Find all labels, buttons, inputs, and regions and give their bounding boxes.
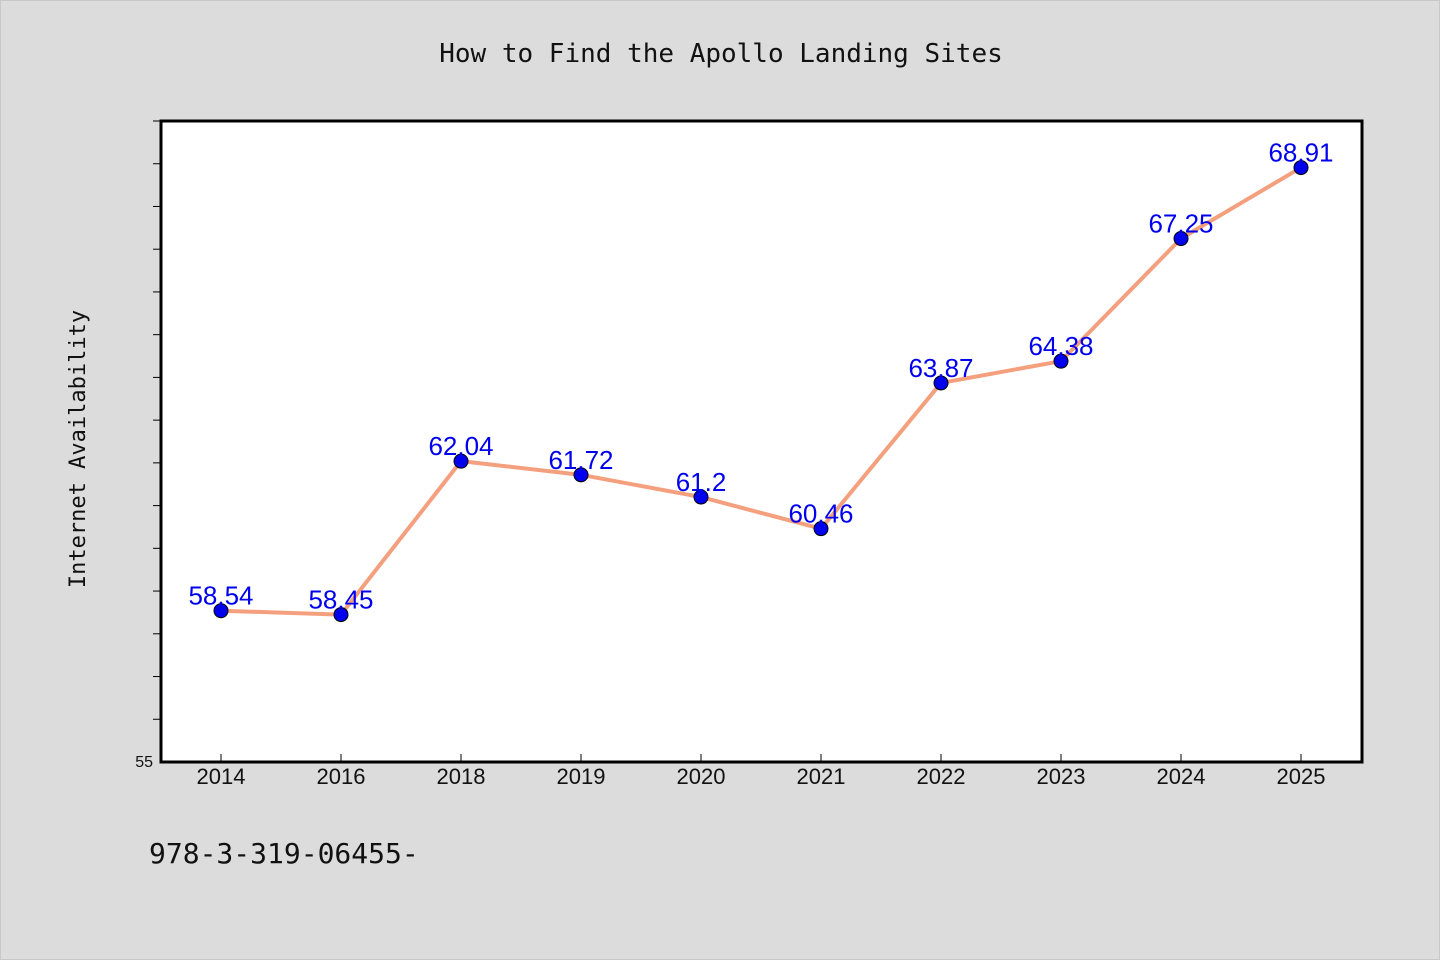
data-point-marker [1293,160,1309,176]
data-point-marker [1173,231,1189,247]
x-tick-label: 2022 [917,764,966,789]
data-point-marker [1053,353,1069,369]
data-label: 60.46 [788,499,853,529]
x-tick-label: 2016 [317,764,366,789]
data-point-marker [453,453,469,469]
y-axis-ticks: 55 [135,120,161,771]
data-point-marker [813,521,829,537]
data-point-marker [573,467,589,483]
data-point-marker [333,607,349,623]
chart-title: How to Find the Apollo Landing Sites [439,39,1003,69]
data-label: 58.45 [308,585,373,615]
y-axis-label: Internet Availability [66,310,91,588]
y-tick-label: 55 [135,754,153,771]
x-tick-label: 2025 [1277,764,1326,789]
data-label: 67.25 [1148,209,1213,239]
data-label: 61.72 [548,445,613,475]
x-tick-label: 2021 [797,764,846,789]
data-point-marker [933,375,949,391]
x-tick-label: 2014 [197,764,246,789]
series-line [219,165,1303,617]
data-label: 68.91 [1268,138,1333,168]
x-axis-ticks: 2014 2016 2018 2019 2020 2021 2022 2023 2024 2025 [197,754,1326,789]
data-label: 61.2 [676,467,727,497]
footer-isbn: 978-3-319-06455- [149,837,419,870]
data-label: 62.04 [428,431,493,461]
data-label: 64.38 [1028,331,1093,361]
plot-area [159,119,1364,764]
x-tick-label: 2020 [677,764,726,789]
data-label: 58.54 [188,581,253,611]
x-tick-label: 2018 [437,764,486,789]
data-point-marker [213,603,229,619]
series-layer: 58.54 58.45 62.04 61.72 61.2 60.46 63.87 64.38 6… [188,138,1334,623]
x-tick-label: 2023 [1037,764,1086,789]
x-tick-label: 2024 [1157,764,1206,789]
data-label: 63.87 [908,353,973,383]
x-tick-label: 2019 [557,764,606,789]
data-point-marker [693,489,709,505]
